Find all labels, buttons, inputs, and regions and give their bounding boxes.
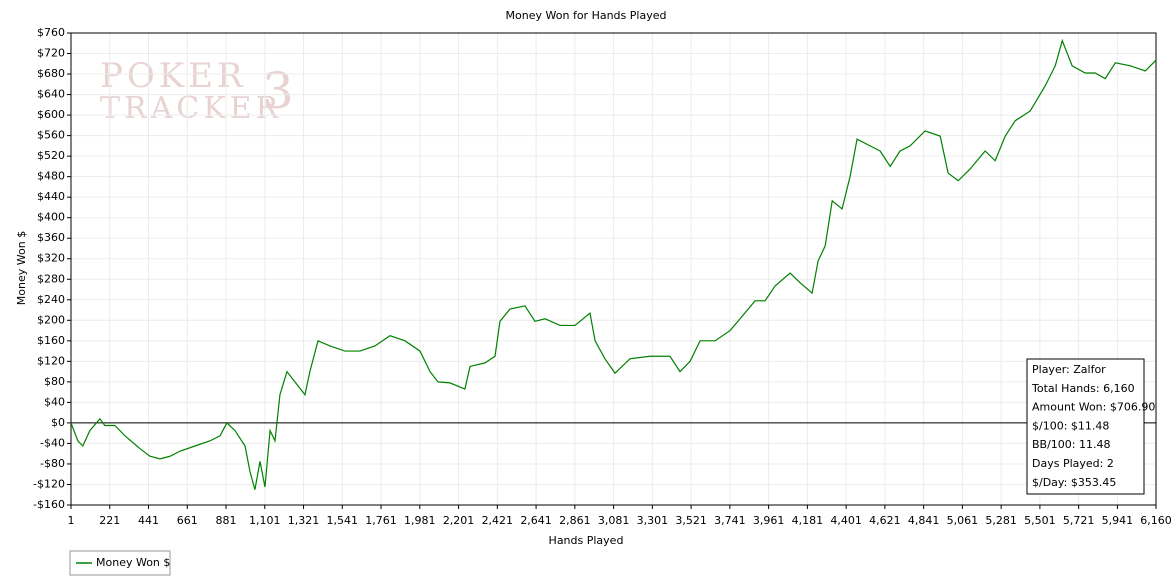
info-text: $/100: $11.48 [1032,419,1109,432]
info-text: Amount Won: $706.90 [1032,401,1155,414]
x-tick-label: 5,061 [947,514,979,527]
y-tick-label: -$40 [40,436,65,449]
y-tick-label: -$160 [33,498,65,511]
y-tick-label: $120 [37,354,65,367]
info-text: Total Hands: 6,160 [1031,382,1135,395]
y-tick-label: $80 [44,375,65,388]
x-tick-label: 1,321 [288,514,320,527]
y-tick-label: $680 [37,67,65,80]
x-tick-label: 2,641 [520,514,552,527]
y-tick-label: $240 [37,293,65,306]
y-tick-label: $40 [44,395,65,408]
chart-title: Money Won for Hands Played [506,9,667,22]
info-text: Player: Zalfor [1032,363,1106,376]
x-tick-label: 5,721 [1063,514,1095,527]
info-text: Days Played: 2 [1032,457,1114,470]
y-tick-label: $560 [37,129,65,142]
y-tick-label: $360 [37,231,65,244]
x-tick-label: 2,861 [559,514,591,527]
x-tick-label: 1,981 [404,514,436,527]
x-tick-label: 4,841 [908,514,940,527]
plot-frame [70,32,1157,506]
watermark: POKER [100,56,247,96]
x-tick-label: 4,181 [792,514,824,527]
y-tick-label: $320 [37,252,65,265]
series-line [70,38,1157,490]
x-tick-label: 881 [216,514,237,527]
x-tick-label: 5,941 [1102,514,1134,527]
x-tick-label: 2,201 [443,514,475,527]
x-tick-label: 3,741 [714,514,746,527]
watermark: TRACKER [100,91,282,126]
y-tick-label: $280 [37,272,65,285]
y-tick-label: $640 [37,88,65,101]
y-tick-label: $440 [37,190,65,203]
y-axis-label: Money Won $ [15,231,28,305]
y-tick-label: $200 [37,313,65,326]
x-tick-label: 4,401 [830,514,862,527]
y-tick-label: $160 [37,334,65,347]
y-tick-label: -$80 [40,457,65,470]
x-tick-label: 6,160 [1140,514,1172,527]
x-tick-label: 3,961 [753,514,785,527]
x-tick-label: 1 [68,514,75,527]
info-text: BB/100: 11.48 [1032,438,1111,451]
x-axis-label: Hands Played [549,534,624,547]
x-tick-label: 3,081 [598,514,630,527]
watermark: 3 [262,62,298,120]
y-tick-label: -$120 [33,477,65,490]
x-tick-label: 3,521 [675,514,707,527]
x-tick-label: 4,621 [869,514,901,527]
y-tick-label: $400 [37,211,65,224]
x-tick-label: 3,301 [637,514,669,527]
y-tick-label: $520 [37,149,65,162]
y-tick-label: $0 [51,416,65,429]
x-tick-label: 5,501 [1024,514,1056,527]
y-tick-label: $720 [37,47,65,60]
x-tick-label: 441 [138,514,159,527]
y-tick-label: $760 [37,26,65,39]
x-tick-label: 1,541 [327,514,359,527]
x-tick-label: 221 [99,514,120,527]
y-tick-label: $600 [37,108,65,121]
x-tick-label: 661 [177,514,198,527]
y-tick-label: $480 [37,170,65,183]
x-tick-label: 1,101 [249,514,281,527]
info-box [1026,358,1145,495]
info-text: $/Day: $353.45 [1032,476,1116,489]
x-tick-label: 1,761 [365,514,397,527]
x-tick-label: 2,421 [482,514,514,527]
x-tick-label: 5,281 [985,514,1017,527]
legend-label: Money Won $ [96,556,170,569]
